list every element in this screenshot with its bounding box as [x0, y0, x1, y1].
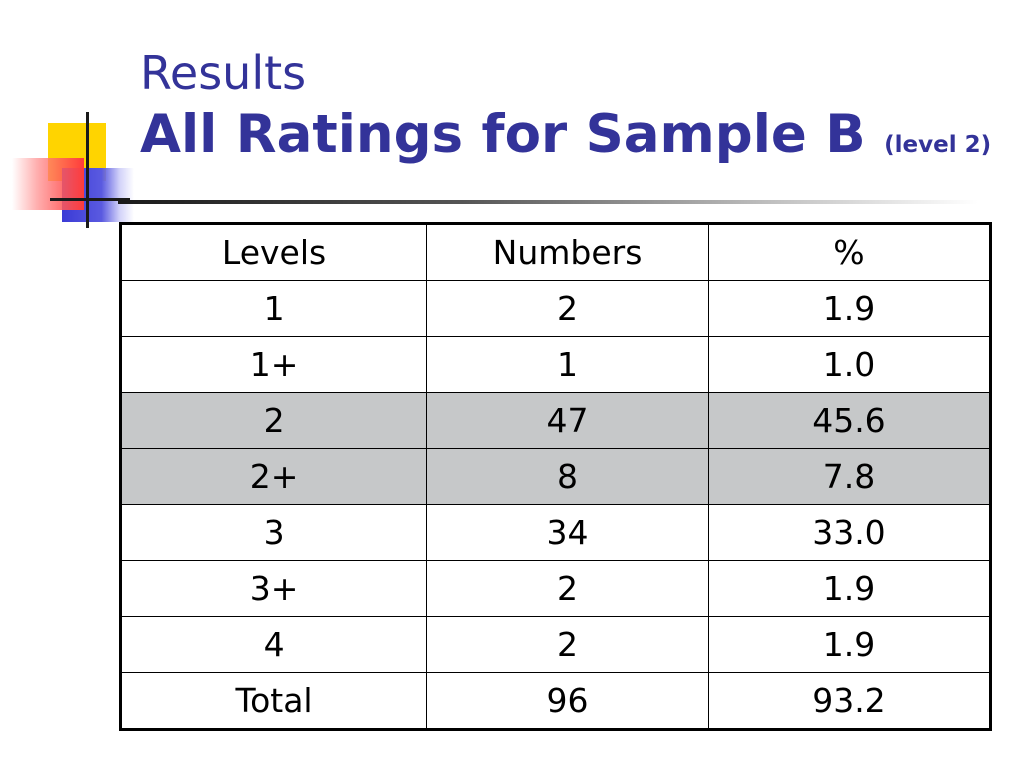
- table-row: 4 2 1.9: [119, 616, 992, 673]
- cell-percent: 1.9: [707, 616, 992, 673]
- cell-percent: 93.2: [707, 672, 992, 730]
- title-line-results: Results: [140, 46, 307, 100]
- decoration-vertical-line: [86, 112, 89, 228]
- header-numbers: Numbers: [426, 223, 709, 281]
- cell-level: 1+: [119, 336, 428, 393]
- table-row: 1+ 1 1.0: [119, 336, 992, 393]
- table-row-total: Total 96 93.2: [119, 672, 992, 730]
- cell-level: 2+: [119, 448, 428, 505]
- cell-percent: 1.0: [707, 336, 992, 393]
- header-levels: Levels: [119, 223, 428, 281]
- title-underline: [118, 200, 978, 204]
- table-row: 3 34 33.0: [119, 504, 992, 561]
- cell-number: 96: [426, 672, 709, 730]
- cell-number: 8: [426, 448, 709, 505]
- decoration-horizontal-line: [50, 198, 130, 201]
- title-suffix: (level 2): [884, 132, 992, 158]
- header-percent: %: [707, 223, 992, 281]
- cell-level: 1: [119, 280, 428, 337]
- cell-percent: 1.9: [707, 280, 992, 337]
- decoration-red-square: [12, 158, 84, 210]
- cell-number: 2: [426, 560, 709, 617]
- cell-number: 2: [426, 280, 709, 337]
- table-row: 3+ 2 1.9: [119, 560, 992, 617]
- cell-level: 2: [119, 392, 428, 449]
- cell-level: 3: [119, 504, 428, 561]
- table-header-row: Levels Numbers %: [119, 223, 992, 281]
- table-row: 1 2 1.9: [119, 280, 992, 337]
- title-main-text: All Ratings for Sample B: [140, 104, 866, 165]
- ratings-table: Levels Numbers % 1 2 1.9 1+ 1 1.0 2 47 4…: [119, 222, 992, 731]
- table-row-highlighted: 2 47 45.6: [119, 392, 992, 449]
- title-line-main: All Ratings for Sample B (level 2): [140, 102, 991, 178]
- cell-level: Total: [119, 672, 428, 730]
- cell-percent: 7.8: [707, 448, 992, 505]
- cell-level: 3+: [119, 560, 428, 617]
- cell-number: 47: [426, 392, 709, 449]
- table-row-highlighted: 2+ 8 7.8: [119, 448, 992, 505]
- cell-percent: 33.0: [707, 504, 992, 561]
- cell-number: 2: [426, 616, 709, 673]
- cell-number: 34: [426, 504, 709, 561]
- cell-number: 1: [426, 336, 709, 393]
- cell-percent: 45.6: [707, 392, 992, 449]
- slide-title: Results All Ratings for Sample B (level …: [140, 44, 991, 178]
- cell-percent: 1.9: [707, 560, 992, 617]
- cell-level: 4: [119, 616, 428, 673]
